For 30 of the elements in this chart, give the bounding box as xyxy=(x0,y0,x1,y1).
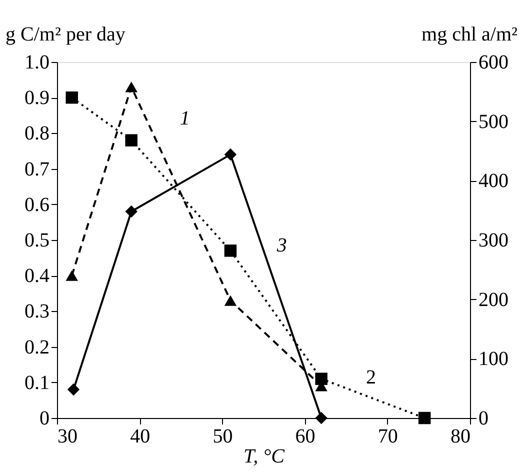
x-tick-label: 30 xyxy=(58,426,78,448)
y-tick-label: 0 xyxy=(40,408,50,430)
y-tick-label: 0.6 xyxy=(24,194,50,216)
y2-tick-label: 100 xyxy=(478,348,508,370)
y-tick-label: 0.7 xyxy=(24,158,50,180)
y2-tick-label: 0 xyxy=(478,408,488,430)
y-tick-label: 0.2 xyxy=(24,336,50,358)
series-label: 2 xyxy=(366,366,376,388)
x-tick-label: 50 xyxy=(212,426,233,448)
y-tick-label: 0.9 xyxy=(24,87,50,110)
y-tick-label: 0.8 xyxy=(24,122,50,145)
y-tick-label: 0.3 xyxy=(24,300,50,323)
series-label: 3 xyxy=(276,234,287,256)
y2-tick-label: 300 xyxy=(478,230,508,252)
y-tick-label: 0.4 xyxy=(24,265,50,288)
y2-axis-title: mg chl a/m² xyxy=(422,24,518,46)
x-axis-title: T, °C xyxy=(244,446,286,468)
y-tick-label: 1.0 xyxy=(24,52,50,74)
x-tick-label: 70 xyxy=(378,426,398,448)
y2-tick-label: 200 xyxy=(478,288,508,311)
y-tick-label: 0.1 xyxy=(24,372,50,394)
x-tick-label: 40 xyxy=(130,426,150,448)
y2-tick-label: 600 xyxy=(478,52,508,74)
y2-tick-label: 500 xyxy=(478,110,508,133)
y2-tick-label: 400 xyxy=(478,170,508,192)
y-axis-title: g C/m² per day xyxy=(6,24,126,46)
x-tick-label: 80 xyxy=(450,426,470,448)
y-tick-label: 0.5 xyxy=(24,230,50,252)
x-tick-label: 60 xyxy=(295,426,316,448)
series-label: 1 xyxy=(180,108,190,130)
